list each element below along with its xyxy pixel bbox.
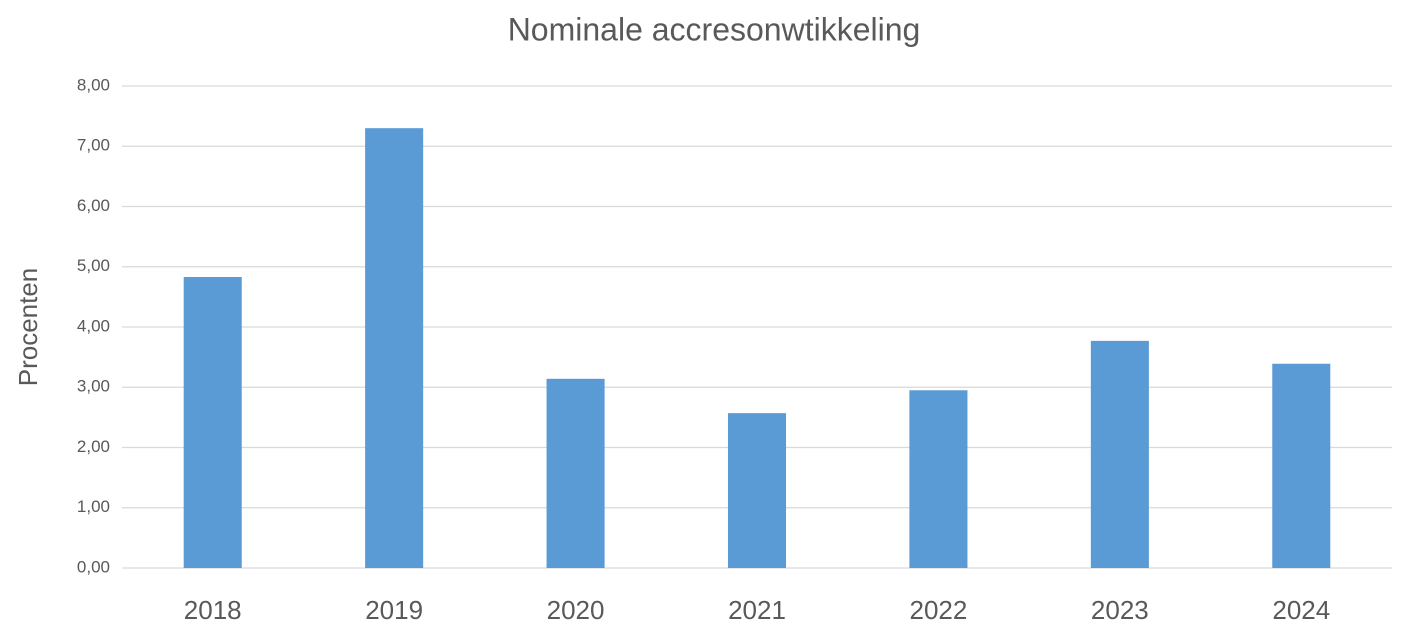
y-tick-label: 6,00 — [77, 196, 110, 215]
bar — [183, 276, 242, 568]
bar — [1090, 340, 1149, 568]
x-tick-label: 2023 — [1091, 595, 1149, 625]
y-tick-label: 5,00 — [77, 256, 110, 275]
y-axis-label: Procenten — [13, 268, 43, 387]
x-tick-label: 2018 — [184, 595, 242, 625]
x-tick-label: 2020 — [547, 595, 605, 625]
y-tick-label: 3,00 — [77, 377, 110, 396]
y-tick-label: 0,00 — [77, 557, 110, 576]
y-tick-label: 4,00 — [77, 316, 110, 335]
y-tick-label: 8,00 — [77, 75, 110, 94]
x-tick-label: 2024 — [1272, 595, 1330, 625]
y-tick-label: 1,00 — [77, 497, 110, 516]
bar — [727, 413, 787, 568]
x-tick-label: 2021 — [728, 595, 786, 625]
bar — [1272, 363, 1331, 568]
bar — [546, 378, 605, 568]
bar — [909, 390, 968, 568]
x-tick-label: 2019 — [365, 595, 423, 625]
y-tick-label: 7,00 — [77, 136, 110, 155]
x-tick-label: 2022 — [910, 595, 968, 625]
bar — [365, 128, 424, 569]
chart-title: Nominale accresonwtikkeling — [508, 11, 921, 47]
y-tick-label: 2,00 — [77, 437, 110, 456]
